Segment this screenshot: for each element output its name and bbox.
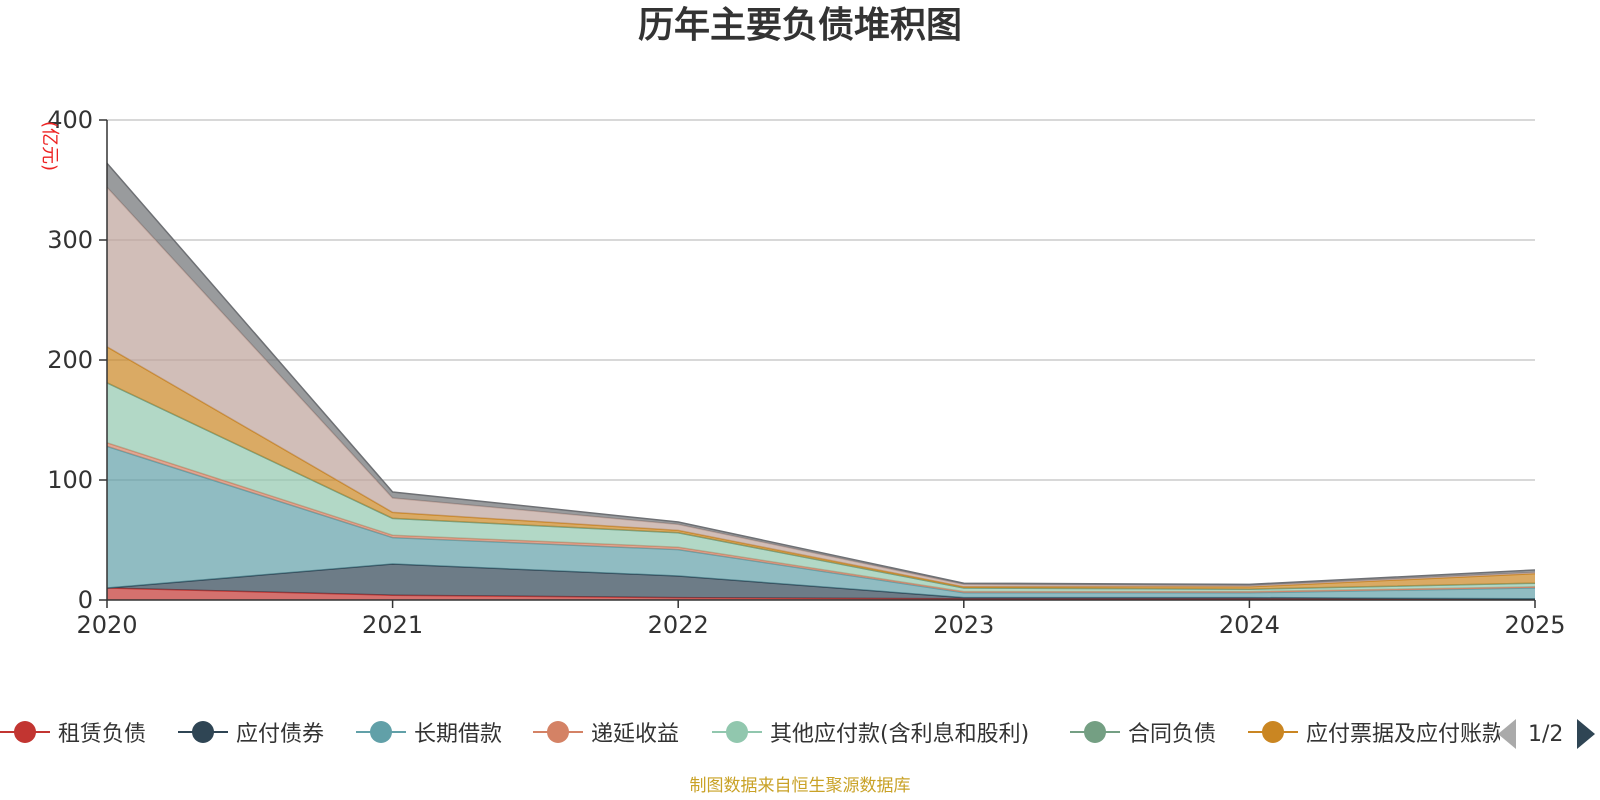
- y-tick-label: 200: [47, 346, 93, 374]
- area-2: [107, 446, 1535, 599]
- legend-label: 合同负债: [1128, 722, 1217, 747]
- x-tick-label: 2022: [648, 611, 709, 639]
- legend: 租赁负债 应付债券 长期借款 递延收益 其他应付款(含利息和股利) 合同负债 应付票据及应付…: [0, 712, 1500, 752]
- legend-item[interactable]: 长期借款: [356, 712, 502, 752]
- legend-page-indicator: 1/2: [1528, 721, 1564, 747]
- legend-marker-icon: [1070, 717, 1120, 747]
- legend-item[interactable]: 应付票据及应付账款: [1248, 712, 1500, 752]
- legend-item[interactable]: 应付债券: [178, 712, 324, 752]
- legend-marker-icon: [356, 717, 406, 747]
- legend-next-arrow-icon[interactable]: [1577, 719, 1596, 749]
- legend-label: 租赁负债: [58, 722, 147, 747]
- area-0: [107, 588, 1535, 600]
- legend-pager: 1/2: [1498, 716, 1598, 752]
- legend-marker-icon: [178, 717, 228, 747]
- x-tick-label: 2023: [933, 611, 994, 639]
- legend-marker-icon: [1248, 717, 1298, 747]
- chart-title: 历年主要负债堆积图: [637, 5, 962, 46]
- x-tick-label: 2020: [76, 611, 137, 639]
- legend-label: 其他应付款(含利息和股利): [770, 722, 1030, 747]
- legend-item[interactable]: 其他应付款(含利息和股利): [712, 712, 1029, 752]
- legend-label: 长期借款: [414, 722, 503, 747]
- y-tick-label: 400: [47, 106, 93, 134]
- source-note: 制图数据来自恒生聚源数据库: [689, 776, 911, 796]
- legend-item[interactable]: 合同负债: [1070, 712, 1216, 752]
- x-tick-label: 2021: [362, 611, 423, 639]
- legend-prev-arrow-icon[interactable]: [1498, 719, 1516, 749]
- area-edge-8: [106, 162, 1536, 586]
- legend-marker-icon: [0, 717, 50, 747]
- y-axis-unit-label: (亿元): [39, 121, 60, 171]
- stacked-area-chart: 0 100 200 300 400 2020 2021 2022 2023 2024 2025 (亿…: [39, 106, 1566, 639]
- y-tick-label: 0: [78, 586, 93, 614]
- legend-item[interactable]: 租赁负债: [0, 712, 146, 752]
- legend-label: 应付票据及应付账款: [1306, 722, 1500, 747]
- legend-marker-icon: [533, 717, 583, 747]
- legend-label: 递延收益: [591, 722, 680, 747]
- legend-marker-icon: [712, 717, 762, 747]
- area-layer: [106, 162, 1536, 600]
- y-tick-label: 300: [47, 226, 93, 254]
- legend-label: 应付债券: [236, 722, 325, 747]
- x-tick-label: 2024: [1219, 611, 1280, 639]
- area-1: [107, 564, 1535, 599]
- legend-item[interactable]: 递延收益: [533, 712, 679, 752]
- x-tick-label: 2025: [1504, 611, 1565, 639]
- axes: 0 100 200 300 400 2020 2021 2022 2023 2024 2025: [47, 106, 1565, 639]
- y-tick-label: 100: [47, 466, 93, 494]
